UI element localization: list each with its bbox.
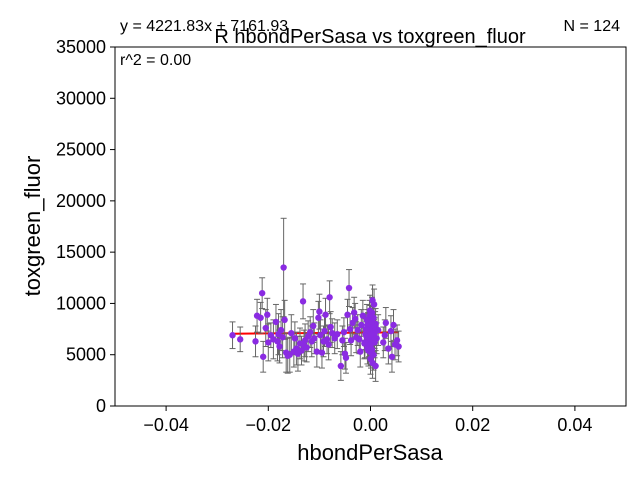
x-tick-label: 0.04 xyxy=(557,415,592,435)
data-point xyxy=(262,324,269,332)
y-tick-label: 25000 xyxy=(56,140,106,160)
data-point xyxy=(229,332,236,339)
data-point xyxy=(370,337,378,344)
y-tick-label: 30000 xyxy=(56,88,106,108)
data-point xyxy=(236,336,244,343)
y-tick-label: 10000 xyxy=(56,293,106,313)
data-point xyxy=(362,325,370,333)
data-point xyxy=(307,328,314,336)
data-point xyxy=(359,312,367,319)
data-point xyxy=(318,349,326,356)
data-point xyxy=(334,331,341,338)
data-point xyxy=(381,332,389,339)
data-point xyxy=(350,309,358,316)
data-point xyxy=(344,311,351,318)
y-tick-label: 20000 xyxy=(56,191,106,211)
data-point xyxy=(325,341,332,348)
data-point xyxy=(313,348,321,355)
data-point xyxy=(321,327,328,335)
data-point xyxy=(351,315,359,323)
data-point-layer xyxy=(229,264,402,370)
data-point xyxy=(347,337,355,344)
data-point xyxy=(279,334,286,341)
data-point xyxy=(393,337,401,344)
data-point xyxy=(358,321,365,329)
data-point xyxy=(259,353,267,360)
data-point xyxy=(317,332,324,339)
data-point xyxy=(258,289,266,297)
x-tick-label: −0.02 xyxy=(246,415,292,435)
data-point xyxy=(298,347,305,354)
y-tick-label: 35000 xyxy=(56,37,106,57)
data-point xyxy=(277,326,285,334)
data-point xyxy=(367,331,375,338)
data-point xyxy=(385,345,392,352)
data-point xyxy=(356,336,363,343)
data-point xyxy=(357,348,364,355)
data-point xyxy=(382,319,390,327)
data-point xyxy=(354,326,361,334)
data-point xyxy=(310,322,317,330)
data-point xyxy=(303,344,310,351)
x-tick-label: 0.02 xyxy=(455,415,490,435)
data-point xyxy=(342,354,350,361)
data-point xyxy=(322,311,329,318)
chart-title: R hbondPerSasa vs toxgreen_fluor xyxy=(214,26,526,48)
data-point xyxy=(370,301,378,308)
x-axis-label: hbondPerSasa xyxy=(297,440,443,465)
data-point xyxy=(315,314,322,321)
data-point xyxy=(327,323,334,331)
data-point xyxy=(265,339,272,346)
data-point xyxy=(395,343,402,350)
data-point xyxy=(281,316,288,324)
data-point xyxy=(340,328,348,336)
x-tick-label: 0.00 xyxy=(353,415,388,435)
data-point xyxy=(390,321,397,329)
data-point xyxy=(363,316,371,324)
y-axis-ticks: 0 5000 10000 15000 20000 25000 30000 35000 xyxy=(56,37,115,416)
data-point xyxy=(299,298,307,305)
data-point xyxy=(368,318,376,326)
y-tick-label: 15000 xyxy=(56,242,106,262)
data-point xyxy=(323,336,331,343)
sample-count-label: N = 124 xyxy=(564,18,621,35)
data-point xyxy=(328,329,336,337)
data-point xyxy=(311,335,318,342)
data-point xyxy=(346,325,354,333)
data-point xyxy=(257,314,264,321)
data-point xyxy=(367,349,375,356)
data-point xyxy=(280,264,287,271)
y-axis-label: toxgreen_fluor xyxy=(20,156,45,297)
r-squared-label: r^2 = 0.00 xyxy=(120,52,191,69)
fit-equation-label: y = 4221.83x + 7161.93 xyxy=(120,18,288,35)
data-point xyxy=(276,343,283,350)
data-point xyxy=(345,284,353,292)
data-point xyxy=(374,326,382,334)
data-point xyxy=(274,338,281,345)
data-point xyxy=(372,362,379,370)
data-point xyxy=(361,339,369,346)
data-point xyxy=(252,338,259,345)
data-point xyxy=(291,335,299,342)
data-point xyxy=(337,362,345,370)
x-axis-ticks: −0.04 −0.02 0.00 0.02 0.04 xyxy=(143,406,592,435)
y-tick-label: 0 xyxy=(96,396,106,416)
data-point xyxy=(288,329,295,337)
data-point xyxy=(326,294,333,301)
data-point xyxy=(387,327,395,335)
data-point xyxy=(264,311,271,318)
data-point xyxy=(339,337,346,344)
data-point xyxy=(272,318,280,326)
data-point xyxy=(380,339,387,346)
data-point xyxy=(316,308,323,315)
data-point xyxy=(388,353,396,360)
data-point xyxy=(366,307,374,314)
x-tick-label: −0.04 xyxy=(143,415,189,435)
data-point xyxy=(293,345,300,352)
y-tick-label: 5000 xyxy=(66,345,106,365)
